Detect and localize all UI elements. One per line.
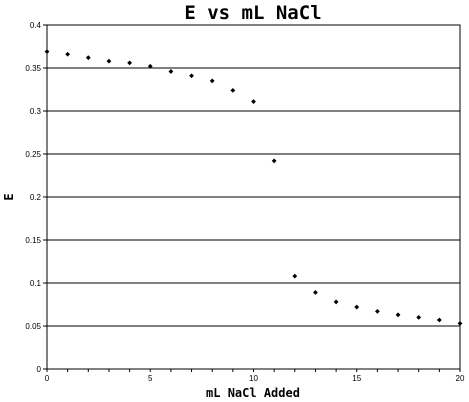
gridlines bbox=[47, 67, 460, 327]
x-tick-label: 15 bbox=[352, 374, 361, 383]
x-tick-label: 10 bbox=[249, 374, 258, 383]
x-axis-label: mL NaCl Added bbox=[206, 386, 300, 400]
y-tick-label: 0.2 bbox=[30, 193, 42, 202]
y-tick-label: 0.15 bbox=[25, 236, 41, 245]
data-point bbox=[209, 78, 215, 84]
y-tick-label: 0.25 bbox=[25, 150, 41, 159]
y-axis-label: E bbox=[2, 193, 16, 200]
y-tick-label: 0.1 bbox=[30, 279, 42, 288]
y-tick-label: 0.3 bbox=[30, 107, 42, 116]
x-tick-label: 5 bbox=[148, 374, 153, 383]
data-point bbox=[313, 290, 318, 295]
data-point bbox=[147, 63, 153, 69]
y-tick-label: 0.4 bbox=[30, 21, 42, 30]
axis-ticks: 0 0.05 0.1 0.15 0.2 0.25 0.3 0.35 0.4 0 5 10 15 20 bbox=[25, 21, 465, 383]
data-point bbox=[230, 87, 236, 93]
data-point bbox=[189, 73, 194, 79]
data-point bbox=[271, 158, 277, 164]
data-point bbox=[436, 317, 442, 323]
data-point bbox=[292, 273, 298, 279]
y-tick-label: 0 bbox=[37, 365, 42, 374]
y-tick-label: 0.35 bbox=[25, 64, 41, 73]
data-point bbox=[354, 304, 360, 310]
x-tick-label: 0 bbox=[45, 374, 50, 383]
data-point bbox=[85, 55, 91, 61]
data-point bbox=[127, 60, 132, 66]
x-tick-label: 20 bbox=[456, 374, 465, 383]
data-point bbox=[333, 299, 339, 305]
data-point bbox=[375, 308, 380, 314]
data-point bbox=[395, 312, 401, 318]
data-points bbox=[44, 49, 463, 326]
data-point bbox=[168, 69, 174, 74]
data-point bbox=[251, 99, 256, 104]
data-point bbox=[65, 51, 71, 57]
data-point bbox=[416, 315, 422, 320]
data-point bbox=[106, 58, 112, 64]
y-tick-label: 0.05 bbox=[25, 322, 41, 331]
chart-title: E vs mL NaCl bbox=[184, 2, 321, 24]
data-point bbox=[44, 49, 50, 55]
data-point bbox=[457, 321, 463, 326]
